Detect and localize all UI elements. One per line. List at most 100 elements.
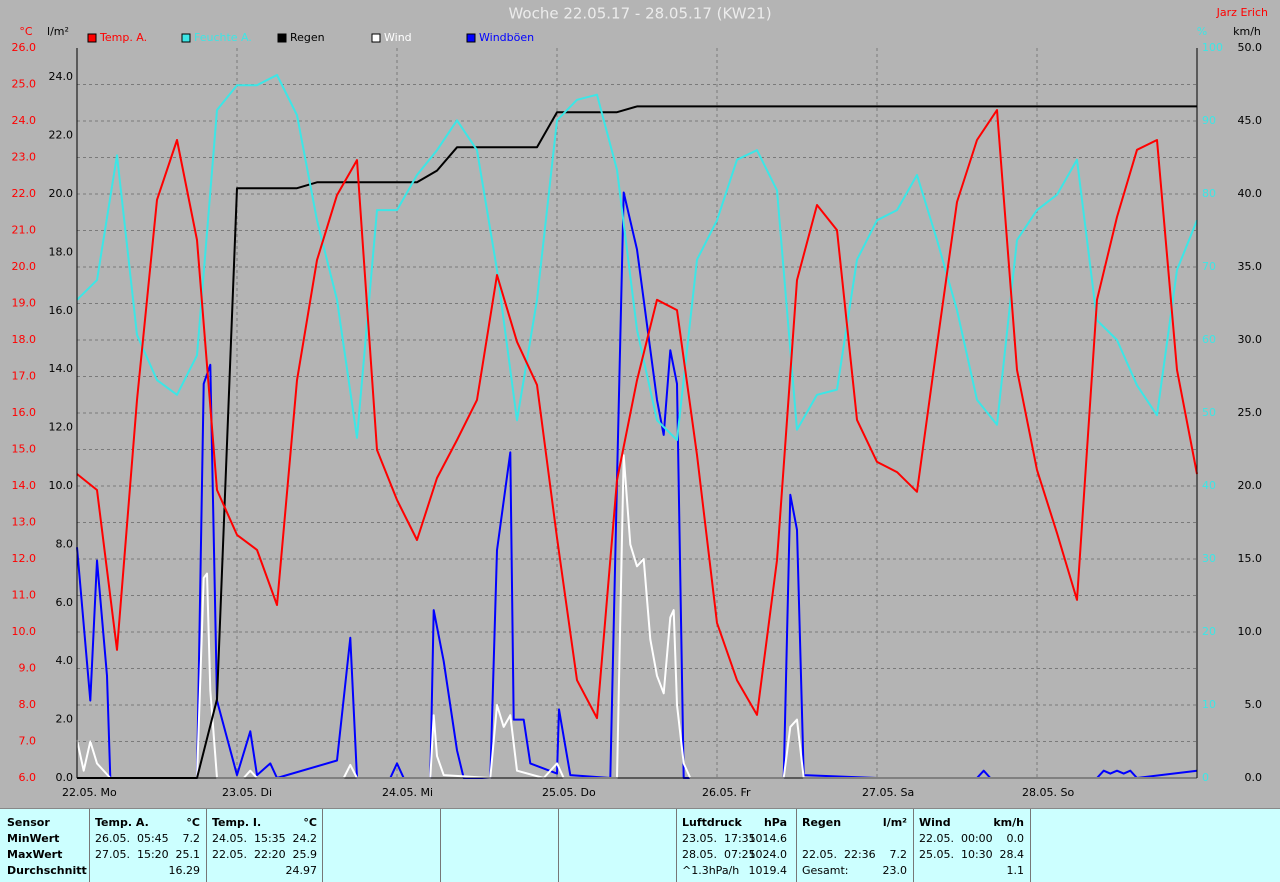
- cell-date: 23.05. 17:35: [682, 832, 756, 845]
- cell-border: [323, 809, 441, 882]
- cell-date: 22.05. 00:00: [919, 832, 993, 845]
- tick-label: 5.0: [1245, 698, 1263, 711]
- unit: hPa: [763, 816, 787, 829]
- cell-border: [914, 809, 1031, 882]
- cell-date: 22.05. 22:20: [212, 848, 286, 861]
- tick-label: 12.0: [12, 552, 37, 565]
- x-tick-label: 28.05. So: [1022, 786, 1074, 799]
- tick-label: 20.0: [49, 187, 74, 200]
- legend-swatch: [181, 33, 191, 43]
- cell-border: [677, 809, 797, 882]
- x-tick-label: 23.05. Di: [222, 786, 272, 799]
- cell-value: 1024.0: [748, 848, 788, 861]
- tick-label: 50.0: [1238, 41, 1263, 54]
- cell-value: 7.2: [889, 848, 908, 861]
- tick-label: 25.0: [12, 78, 37, 91]
- cell-value: 23.0: [882, 864, 908, 877]
- tick-label: 10.0: [12, 625, 37, 638]
- series-line: [77, 105, 1197, 779]
- tick-label: 20.0: [12, 260, 37, 273]
- tick-label: 10.0: [49, 479, 74, 492]
- x-tick-label: 22.05. Mo: [62, 786, 117, 799]
- tick-label: 24.0: [12, 114, 37, 127]
- tick-label: 40.0: [1238, 187, 1263, 200]
- x-tick-label: 27.05. Sa: [862, 786, 914, 799]
- tick-label: 30.0: [1238, 333, 1263, 346]
- tick-label: 24.0: [49, 70, 74, 83]
- unit: °C: [303, 816, 317, 829]
- cell-date: 28.05. 07:25: [682, 848, 756, 861]
- axis-unit: km/h: [1233, 25, 1261, 38]
- cell-border: [797, 809, 914, 882]
- cell-value: 28.4: [999, 848, 1025, 861]
- sensor-name: Regen: [802, 816, 842, 829]
- chart-title: Woche 22.05.17 - 28.05.17 (KW21): [508, 5, 771, 23]
- tick-label: 20: [1202, 625, 1216, 638]
- cell-value: 1014.6: [748, 832, 788, 845]
- cell-value: 16.29: [168, 864, 201, 877]
- series-line: [76, 109, 1198, 720]
- legend-label: Temp. A.: [99, 31, 147, 44]
- legend-label: Wind: [384, 31, 412, 44]
- tick-label: 0: [1202, 771, 1209, 784]
- cell-value: 25.1: [175, 848, 201, 861]
- row-label: MaxWert: [7, 848, 63, 861]
- tick-label: 6.0: [56, 596, 74, 609]
- tick-label: 7.0: [19, 735, 37, 748]
- tick-label: 19.0: [12, 297, 37, 310]
- axis-unit: l/m²: [47, 25, 69, 38]
- author: Jarz Erich: [1216, 6, 1268, 19]
- unit: °C: [186, 816, 200, 829]
- tick-label: 16.0: [49, 304, 74, 317]
- sensor-name: Temp. I.: [212, 816, 262, 829]
- cell-value: 1.1: [1006, 864, 1025, 877]
- plot: [76, 74, 1198, 779]
- sensor-name: Luftdruck: [682, 816, 742, 829]
- legend-label: Windböen: [479, 31, 534, 44]
- axis-unit: °C: [19, 25, 33, 38]
- legend-label: Regen: [290, 31, 325, 44]
- sensor-name: Wind: [919, 816, 951, 829]
- tick-label: 22.0: [12, 187, 37, 200]
- x-tick-label: 25.05. Do: [542, 786, 596, 799]
- tick-label: 9.0: [19, 662, 37, 675]
- tick-label: 26.0: [12, 41, 37, 54]
- tick-label: 8.0: [56, 537, 74, 550]
- tick-label: 45.0: [1238, 114, 1263, 127]
- cell-value: 1019.4: [748, 864, 788, 877]
- tick-label: 17.0: [12, 370, 37, 383]
- row-label: MinWert: [7, 832, 60, 845]
- cell-date: 27.05. 15:20: [95, 848, 169, 861]
- legend-label: Feuchte A.: [194, 31, 252, 44]
- tick-label: 80: [1202, 187, 1216, 200]
- cell-border: [207, 809, 323, 882]
- tick-label: 21.0: [12, 224, 37, 237]
- cell-date: 25.05. 10:30: [919, 848, 993, 861]
- row-label: Sensor: [7, 816, 50, 829]
- cell-value: 0.0: [1006, 832, 1025, 845]
- cell-date: 26.05. 05:45: [95, 832, 169, 845]
- chart: Woche 22.05.17 - 28.05.17 (KW21) Jarz Er…: [12, 5, 1269, 800]
- tick-label: 11.0: [12, 589, 37, 602]
- tick-label: 12.0: [49, 421, 74, 434]
- x-tick-label: 24.05. Mi: [382, 786, 433, 799]
- tick-label: 23.0: [12, 151, 37, 164]
- tick-label: 10: [1202, 698, 1216, 711]
- tick-label: 16.0: [12, 406, 37, 419]
- tick-label: 10.0: [1238, 625, 1263, 638]
- legend-swatch: [371, 33, 381, 43]
- series-line: [76, 454, 1197, 779]
- cell-value: 25.9: [292, 848, 318, 861]
- tick-label: 8.0: [19, 698, 37, 711]
- tick-label: 20.0: [1238, 479, 1263, 492]
- tick-label: 18.0: [12, 333, 37, 346]
- tick-label: 18.0: [49, 245, 74, 258]
- cell-border: [559, 809, 677, 882]
- cell-border: [0, 809, 90, 882]
- x-tick-label: 26.05. Fr: [702, 786, 751, 799]
- tick-label: 14.0: [49, 362, 74, 375]
- unit: km/h: [993, 816, 1024, 829]
- series-line: [76, 74, 1198, 441]
- cell-value: 7.2: [182, 832, 201, 845]
